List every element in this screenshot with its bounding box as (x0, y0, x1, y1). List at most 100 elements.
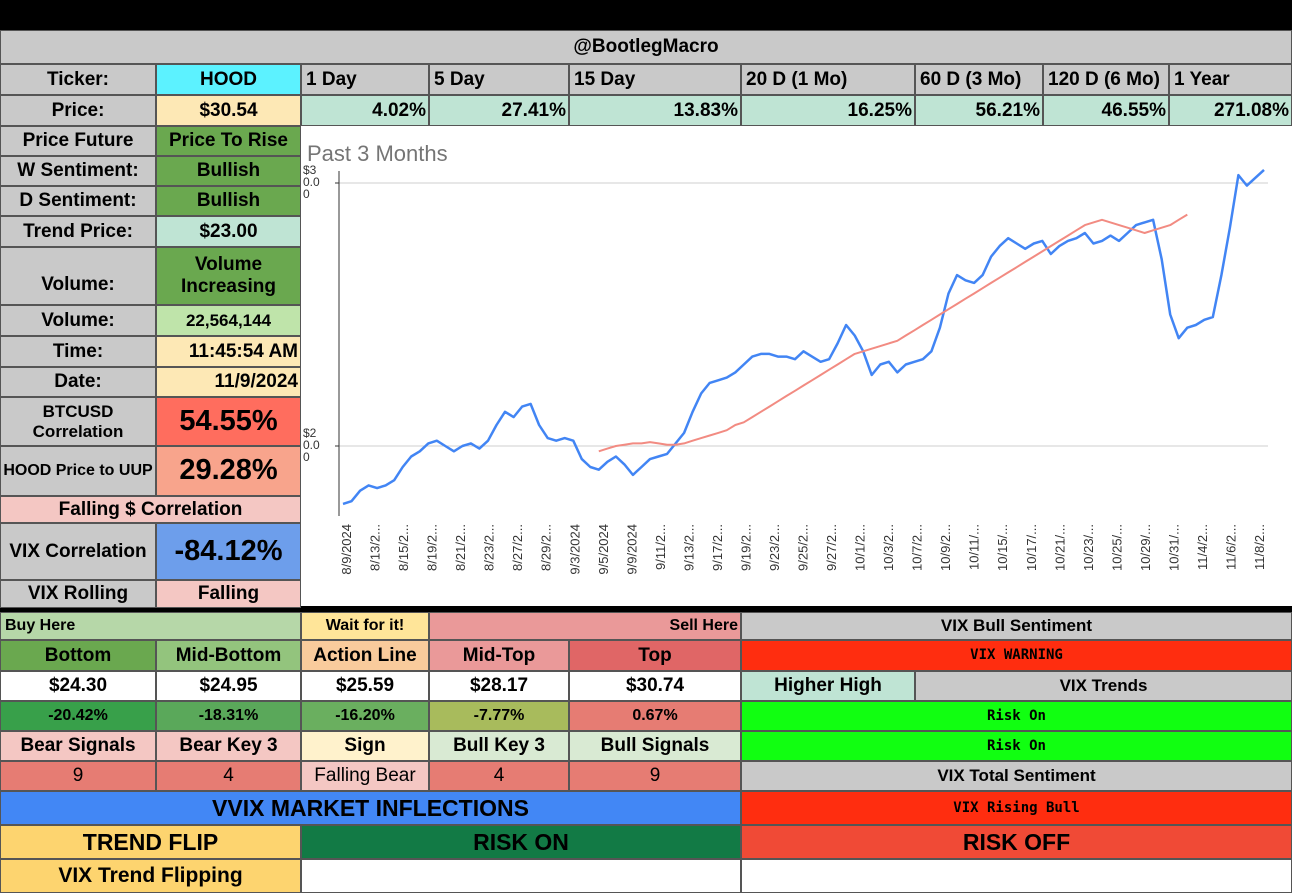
vvix-market-inflections: VVIX MARKET INFLECTIONS (0, 791, 741, 825)
x-tick-label: 10/21/... (1052, 524, 1067, 571)
vix-risk-on-2: Risk On (741, 731, 1292, 761)
x-tick-label: 10/7/2... (910, 524, 925, 571)
btc-correlation-label: BTCUSD Correlation (0, 397, 156, 446)
x-tick-label: 9/3/2024 (567, 524, 582, 575)
x-tick-label: 10/25/... (1109, 524, 1124, 571)
period-label-5d: 5 Day (429, 64, 569, 95)
vix-warning: VIX WARNING (741, 640, 1292, 671)
x-tick-label: 10/9/2... (938, 524, 953, 571)
x-tick-label: 8/9/2024 (339, 524, 354, 575)
signal-value-bull-key3: 4 (429, 761, 569, 791)
period-label-1y: 1 Year (1169, 64, 1292, 95)
y-tick-label: 0 (303, 187, 310, 201)
x-tick-label: 11/4/2... (1195, 524, 1210, 570)
vix-trend-flipping: VIX Trend Flipping (0, 859, 301, 893)
period-value-5d: 27.41% (429, 95, 569, 126)
level-price-action-line: $25.59 (301, 671, 429, 701)
signal-value-bear: 9 (0, 761, 156, 791)
signal-value-bull: 9 (569, 761, 741, 791)
volume-value: 22,564,144 (156, 305, 301, 336)
x-tick-label: 9/23/2... (767, 524, 782, 571)
volume-trend-value: Volume Increasing (156, 247, 301, 305)
vix-rolling-label: VIX Rolling (0, 580, 156, 608)
price-chart-svg: Past 3 Months $30.00$20.008/9/2024 8/13/2… (303, 141, 1268, 575)
volume-label: Volume: (0, 305, 156, 336)
level-price-mid-top: $28.17 (429, 671, 569, 701)
x-tick-label: 10/11/... (967, 524, 982, 570)
signal-label-bull-key3: Bull Key 3 (429, 731, 569, 761)
level-header-mid-bottom: Mid-Bottom (156, 640, 301, 671)
x-tick-label: 10/29/... (1138, 524, 1153, 571)
uup-correlation-value: 29.28% (156, 446, 301, 496)
signal-label-bull: Bull Signals (569, 731, 741, 761)
signal-value-sign: Falling Bear (301, 761, 429, 791)
vix-trends-label: VIX Trends (915, 671, 1292, 701)
x-tick-label: 9/13/2... (681, 524, 696, 571)
y-tick-label: 0.0 (303, 438, 320, 452)
x-tick-label: 8/21/2... (453, 524, 468, 571)
ticker-label: Ticker: (0, 64, 156, 95)
x-tick-label: 9/27/2... (824, 524, 839, 571)
y-tick-label: $3 (303, 163, 317, 177)
x-tick-label: 8/29/2... (539, 524, 554, 571)
buy-here-label: Buy Here (0, 612, 301, 640)
period-value-20d: 16.25% (741, 95, 915, 126)
vix-rising-bull: VIX Rising Bull (741, 791, 1292, 825)
period-label-20d: 20 D (1 Mo) (741, 64, 915, 95)
chart-title: Past 3 Months (307, 141, 448, 166)
period-value-60d: 56.21% (915, 95, 1043, 126)
x-tick-label: 8/23/2... (482, 524, 497, 571)
x-tick-label: 10/31/... (1166, 524, 1181, 571)
x-tick-label: 9/5/2024 (596, 524, 611, 575)
header-title: @BootlegMacro (0, 30, 1292, 64)
x-tick-label: 8/13/2... (368, 524, 383, 571)
empty-cell-1 (301, 859, 741, 893)
price-chart: Past 3 Months $3 0.0 0 $2 0.0 0 8/9/2024 8/13/2… (301, 126, 1292, 606)
x-tick-label: 8/19/2... (425, 524, 440, 571)
btc-correlation-value: 54.55% (156, 397, 301, 446)
w-sentiment-label: W Sentiment: (0, 156, 156, 186)
vix-rolling-value: Falling (156, 580, 301, 608)
level-pct-bottom: -20.42% (0, 701, 156, 731)
period-value-1y: 271.08% (1169, 95, 1292, 126)
ticker-value: HOOD (156, 64, 301, 95)
y-tick-label: $2 (303, 426, 317, 440)
period-value-1d: 4.02% (301, 95, 429, 126)
x-tick-label: 9/17/2... (710, 524, 725, 571)
time-label: Time: (0, 336, 156, 367)
trend-flip: TREND FLIP (0, 825, 301, 859)
x-tick-label: 11/6/2... (1224, 524, 1239, 570)
level-price-bottom: $24.30 (0, 671, 156, 701)
level-header-mid-top: Mid-Top (429, 640, 569, 671)
risk-on-banner: RISK ON (301, 825, 741, 859)
y-tick-label: 0 (303, 450, 310, 464)
level-pct-action-line: -16.20% (301, 701, 429, 731)
w-sentiment-value: Bullish (156, 156, 301, 186)
price-future-value: Price To Rise (156, 126, 301, 156)
period-label-15d: 15 Day (569, 64, 741, 95)
trend-price-label: Trend Price: (0, 216, 156, 247)
date-label: Date: (0, 367, 156, 397)
x-tick-label: 9/9/2024 (624, 524, 639, 575)
signal-label-bear-key3: Bear Key 3 (156, 731, 301, 761)
signal-label-sign: Sign (301, 731, 429, 761)
level-price-top: $30.74 (569, 671, 741, 701)
period-value-15d: 13.83% (569, 95, 741, 126)
price-future-label: Price Future (0, 126, 156, 156)
x-tick-label: 8/27/2... (510, 524, 525, 571)
risk-off-banner: RISK OFF (741, 825, 1292, 859)
sell-here-label: Sell Here (429, 612, 741, 640)
empty-cell-2 (741, 859, 1292, 893)
d-sentiment-value: Bullish (156, 186, 301, 216)
level-header-bottom: Bottom (0, 640, 156, 671)
volume-trend-label: Volume: (0, 247, 156, 305)
level-header-top: Top (569, 640, 741, 671)
wait-label: Wait for it! (301, 612, 429, 640)
period-label-60d: 60 D (3 Mo) (915, 64, 1043, 95)
level-pct-mid-bottom: -18.31% (156, 701, 301, 731)
vix-total-sentiment-label: VIX Total Sentiment (741, 761, 1292, 791)
x-tick-label: 10/1/2... (853, 524, 868, 571)
vix-correlation-label: VIX Correlation (0, 523, 156, 580)
x-tick-label: 10/17/... (1024, 524, 1039, 571)
vix-bull-sentiment-label: VIX Bull Sentiment (741, 612, 1292, 640)
